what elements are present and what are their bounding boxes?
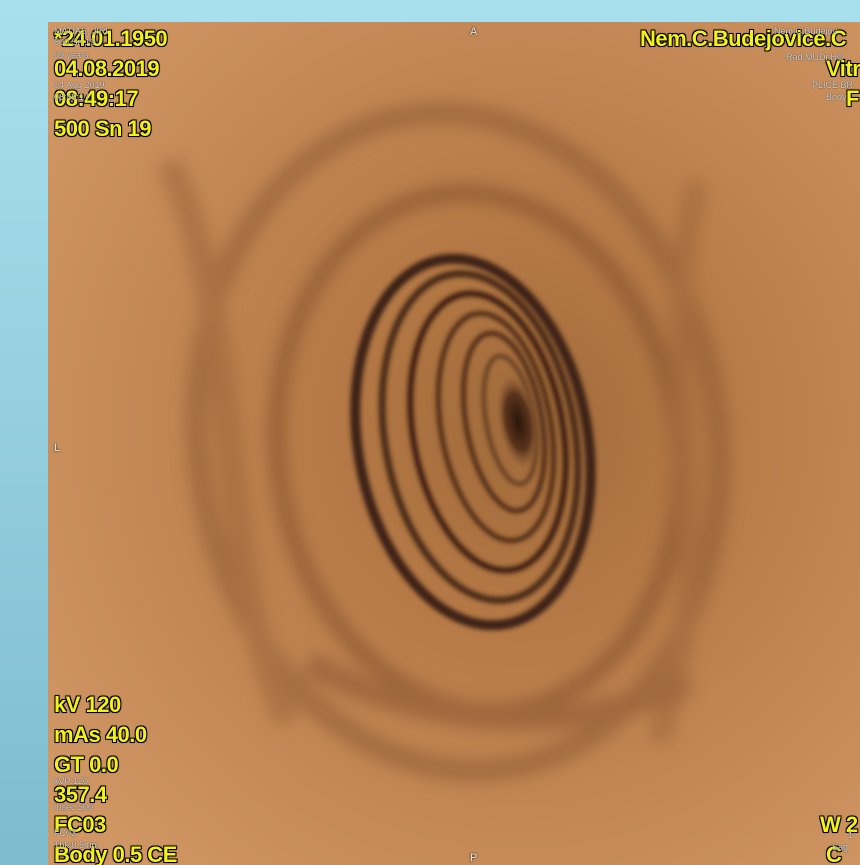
window-width: W 2 (820, 812, 858, 837)
series-label: 500 Sn 19 (54, 116, 152, 141)
window-center: C (826, 842, 842, 865)
small-info-tl-1: MATIAS, JIRI (54, 26, 108, 36)
reconstruction-kernel: FC03 (54, 812, 106, 837)
small-info-tr-3: PLICE BR (812, 80, 854, 90)
orientation-top: A (470, 26, 478, 38)
kv-value: kV 120 (54, 692, 121, 717)
gantry-tilt: GT 0.0 (54, 752, 119, 777)
table-position: 357.4 (54, 782, 107, 807)
study-date: 04.08.2019 (54, 56, 160, 81)
small-info-bl-4: Thk:0.5mm (54, 840, 100, 850)
small-info-tl-3: 69 years (54, 50, 89, 60)
small-info-tr-2: Rad.MUDr.HO (786, 52, 845, 62)
orientation-left: L (54, 442, 61, 454)
small-info-br-1: 1 (848, 830, 854, 840)
small-info-tr-1: Nem.C.Budejov (774, 26, 838, 36)
small-info-bl-2: msec:500 (54, 802, 94, 812)
small-info-br-2: Sag (832, 842, 849, 852)
institution-name: Nem.C.Budejovice.C (640, 26, 847, 51)
top-right-line-2: Vitr (826, 56, 860, 81)
small-info-tl-5: 08:49:17 (54, 92, 90, 102)
patient-birth-date: *24.01.1950 (54, 26, 168, 51)
small-info-bl-1: kVP:120 (54, 776, 89, 786)
mas-value: mAs 40.0 (54, 722, 147, 747)
top-right-line-3: F (846, 86, 859, 111)
small-info-tr-4: Body (826, 92, 847, 102)
small-info-tl-4: 04 Aug 2019 (54, 80, 105, 90)
virtual-bronchoscopy-render (48, 22, 860, 865)
orientation-bottom: P (470, 852, 478, 864)
study-time: 08:49:17 (54, 86, 139, 111)
small-info-tl-2: 500 Sn 19 (54, 37, 96, 47)
endoscopy-viewport[interactable]: *24.01.1950 04.08.2019 08:49:17 500 Sn 1… (48, 22, 860, 865)
body-protocol: Body 0.5 CE (54, 842, 177, 865)
small-info-bl-3: FC03 (54, 828, 77, 838)
